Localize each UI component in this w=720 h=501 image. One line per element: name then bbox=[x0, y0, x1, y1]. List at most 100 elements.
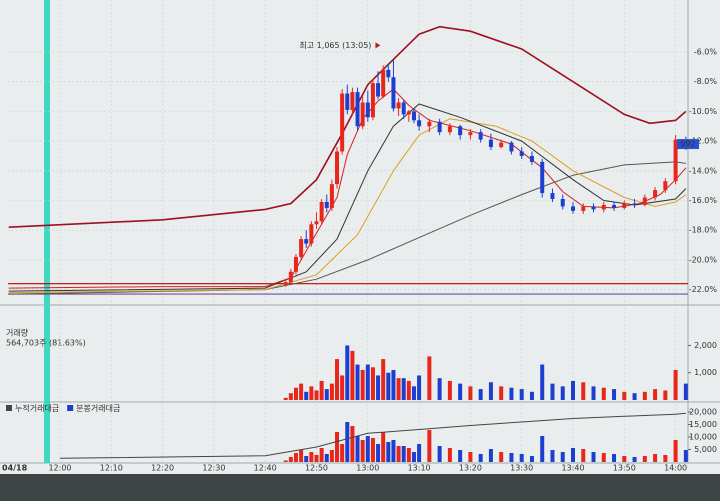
candle-body bbox=[417, 120, 422, 127]
volume-bar bbox=[529, 391, 534, 400]
volume-bar bbox=[519, 389, 524, 400]
volume-bar bbox=[401, 378, 406, 400]
volume-bar bbox=[529, 456, 534, 462]
candle-body bbox=[360, 102, 365, 127]
candle-body bbox=[329, 184, 334, 208]
volume-bar bbox=[381, 432, 386, 462]
candle-body bbox=[396, 102, 401, 109]
candle-body bbox=[560, 199, 565, 207]
volume-bar bbox=[550, 450, 555, 462]
volume-bar bbox=[509, 453, 514, 462]
volume-bar bbox=[324, 454, 329, 462]
candle-body bbox=[612, 204, 617, 208]
volume-bar bbox=[386, 442, 391, 462]
candle-body bbox=[299, 239, 304, 257]
volume-bar bbox=[396, 378, 401, 400]
volume-bar bbox=[391, 440, 396, 462]
y-tick-label: -18.0% bbox=[689, 226, 718, 235]
candle-body bbox=[376, 83, 381, 97]
volume-bar bbox=[499, 452, 504, 462]
candle-body bbox=[319, 201, 324, 222]
candle-body bbox=[632, 203, 637, 205]
legend-swatch bbox=[67, 405, 74, 411]
volume-bar bbox=[370, 367, 375, 400]
candle-body bbox=[540, 161, 545, 194]
volume-bar bbox=[591, 386, 596, 400]
volume-bar bbox=[458, 450, 463, 462]
candle-body bbox=[314, 221, 319, 225]
cumulative-line bbox=[59, 412, 686, 459]
annotation: 최고 1,065 (13:05) bbox=[299, 40, 371, 50]
candle-body bbox=[370, 83, 375, 118]
x-tick-label: 12:10 bbox=[100, 464, 123, 473]
last-price-box bbox=[677, 139, 699, 150]
volume-bar bbox=[642, 456, 647, 462]
volume-bar bbox=[365, 364, 370, 400]
volume-bar bbox=[396, 446, 401, 462]
volume-bar bbox=[581, 382, 586, 400]
candle-body bbox=[309, 224, 314, 244]
volume-bar bbox=[622, 456, 627, 462]
volume-bar bbox=[581, 449, 586, 462]
x-tick-label: 13:10 bbox=[408, 464, 431, 473]
volume-bar bbox=[458, 383, 463, 400]
x-tick-label: 12:00 bbox=[48, 464, 71, 473]
volume-bar bbox=[324, 389, 329, 400]
legend-label: 분봉거래대금 bbox=[76, 404, 120, 413]
volume-bar bbox=[478, 389, 483, 400]
volume-bar bbox=[612, 389, 617, 400]
candle-body bbox=[283, 282, 288, 286]
volume-bar bbox=[288, 393, 293, 400]
candle-body bbox=[663, 181, 668, 191]
volume-bar bbox=[288, 457, 293, 462]
candle-body bbox=[355, 92, 360, 127]
volume-bar bbox=[329, 450, 334, 462]
volume-bar bbox=[499, 386, 504, 400]
y-tick-label: -6.0% bbox=[694, 47, 718, 56]
candle-body bbox=[427, 121, 432, 127]
x-tick-label: 12:40 bbox=[254, 464, 277, 473]
volume-bar bbox=[335, 432, 340, 462]
x-tick-label: 12:20 bbox=[151, 464, 174, 473]
volume-bar bbox=[391, 370, 396, 400]
volume-bar bbox=[447, 380, 452, 400]
volume-bar bbox=[293, 453, 298, 462]
candle-body bbox=[571, 206, 575, 211]
volume-bar bbox=[612, 454, 617, 462]
x-tick-label: 13:20 bbox=[459, 464, 482, 473]
volume-bar bbox=[350, 350, 355, 400]
y-tick-label: 1,000 bbox=[694, 368, 717, 377]
candle-body bbox=[622, 203, 627, 208]
candle-body bbox=[458, 126, 463, 136]
date-label: 04/18 bbox=[2, 464, 28, 473]
volume-bar bbox=[622, 391, 627, 400]
volume-bar bbox=[360, 370, 365, 400]
volume-bar bbox=[304, 391, 309, 400]
volume-bar bbox=[345, 422, 350, 462]
volume-bar bbox=[376, 375, 381, 400]
volume-bar bbox=[401, 446, 406, 462]
volume-bar bbox=[673, 440, 678, 462]
candle-body bbox=[601, 204, 606, 210]
legend-label: 누적거래대금 bbox=[15, 403, 59, 413]
x-tick-label: 13:30 bbox=[510, 464, 533, 473]
y-tick-label: -16.0% bbox=[689, 196, 718, 205]
y-tick-label: -12.0% bbox=[689, 137, 718, 146]
volume-bar bbox=[653, 454, 658, 462]
x-tick-label: 14:00 bbox=[664, 464, 687, 473]
volume-bar bbox=[345, 345, 350, 400]
volume-bar bbox=[519, 454, 524, 462]
volume-bar bbox=[309, 452, 314, 462]
volume-bar bbox=[386, 372, 391, 400]
volume-bar bbox=[319, 448, 324, 462]
volume-bar bbox=[283, 460, 288, 462]
volume-bar bbox=[663, 390, 668, 400]
volume-bar bbox=[411, 452, 416, 462]
volume-bar bbox=[314, 390, 319, 400]
candle-body bbox=[411, 111, 416, 121]
x-tick-label: 13:50 bbox=[613, 464, 636, 473]
y-tick-label: -8.0% bbox=[694, 77, 718, 86]
volume-bar bbox=[488, 382, 493, 400]
volume-title: 거래량 bbox=[6, 328, 29, 338]
volume-bar bbox=[427, 356, 432, 400]
